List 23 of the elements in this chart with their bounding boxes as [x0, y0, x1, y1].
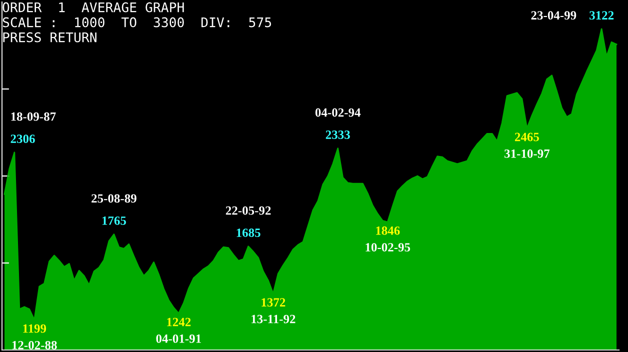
chart-title: ORDER 1 AVERAGE GRAPH	[2, 2, 184, 12]
annotation: 12-02-88	[12, 340, 57, 350]
data-label: 1242	[167, 318, 191, 326]
data-label: 2465	[514, 132, 539, 142]
annotation: PRESS RETURN	[3, 32, 96, 42]
data-label: 1199	[23, 324, 46, 333]
annotation: 10-02-95	[366, 243, 410, 252]
annotation: 23-04-99	[531, 11, 576, 20]
annotation: 25-08-89	[92, 194, 136, 203]
annotation: 22-05-92	[226, 206, 271, 215]
data-label: 2333	[326, 130, 350, 139]
text: SCALE : 1000 TO 3300 DIV: 575	[2, 17, 272, 28]
data-label: 1846	[376, 226, 400, 235]
annotation: 04-01-91	[156, 334, 201, 343]
data-label: 1765	[102, 216, 126, 225]
data-label: 1372	[262, 298, 286, 307]
annotation: 18-09-87	[11, 112, 56, 121]
data-label: 1685	[236, 228, 260, 237]
annotation: 13-11-92	[252, 314, 296, 324]
data-label: 3122	[590, 11, 614, 20]
data-label: 2306	[10, 134, 35, 144]
annotation: 31-10-97	[504, 149, 550, 158]
annotation: 04-02-94	[315, 108, 361, 117]
